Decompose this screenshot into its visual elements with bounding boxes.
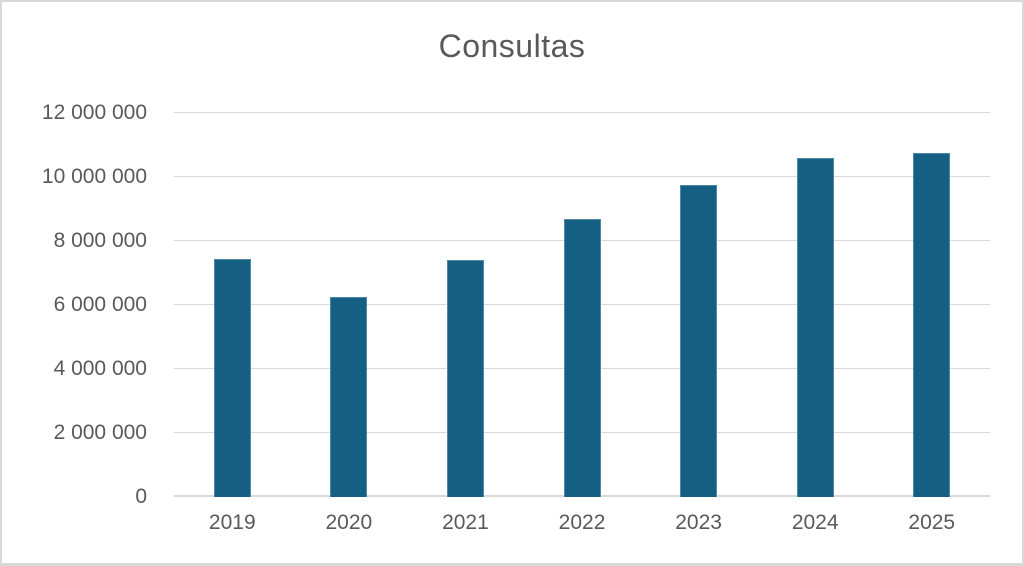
y-tick-label-4000000: 4 000 000 [53, 357, 147, 380]
y-tick-label-8000000: 8 000 000 [53, 229, 147, 252]
bars-group [174, 113, 990, 497]
bar-2024 [796, 157, 834, 497]
chart-title: Consultas [438, 28, 586, 64]
y-tick-label-2000000: 2 000 000 [53, 421, 147, 444]
bar-2019 [213, 258, 251, 497]
bar-2022 [563, 218, 601, 497]
bar-slot-2019 [174, 113, 291, 497]
gridline-12000000 [174, 112, 990, 113]
x-tick-label-2025: 2025 [908, 511, 956, 534]
bar-2025 [913, 153, 951, 497]
bar-slot-2022 [524, 113, 641, 497]
bar-slot-2021 [407, 113, 524, 497]
bar-2023 [680, 185, 718, 497]
y-tick-label-6000000: 6 000 000 [53, 293, 147, 316]
y-axis-labels: 0 2 000 000 4 000 000 6 000 000 8 000 000 10 … [2, 101, 147, 508]
bar-slot-2023 [640, 113, 757, 497]
bar-2021 [446, 260, 484, 497]
plot-area [174, 112, 990, 497]
y-tick-label-0: 0 [135, 485, 147, 508]
x-axis-labels: 2019 2020 2021 2022 2023 2024 2025 [174, 511, 990, 535]
y-tick-label-10000000: 10 000 000 [41, 165, 147, 188]
bar-slot-2024 [757, 113, 874, 497]
y-tick-label-12000000: 12 000 000 [41, 101, 147, 124]
bar-2020 [330, 297, 368, 497]
x-tick-label-2020: 2020 [325, 511, 373, 534]
bar-slot-2025 [873, 113, 990, 497]
x-tick-label-2019: 2019 [208, 511, 256, 534]
x-tick-label-2024: 2024 [791, 511, 839, 534]
x-tick-label-2022: 2022 [558, 511, 606, 534]
x-tick-label-2023: 2023 [675, 511, 722, 534]
x-tick-label-2021: 2021 [442, 511, 489, 534]
bar-slot-2020 [291, 113, 408, 497]
gridline-10000000 [174, 176, 990, 177]
